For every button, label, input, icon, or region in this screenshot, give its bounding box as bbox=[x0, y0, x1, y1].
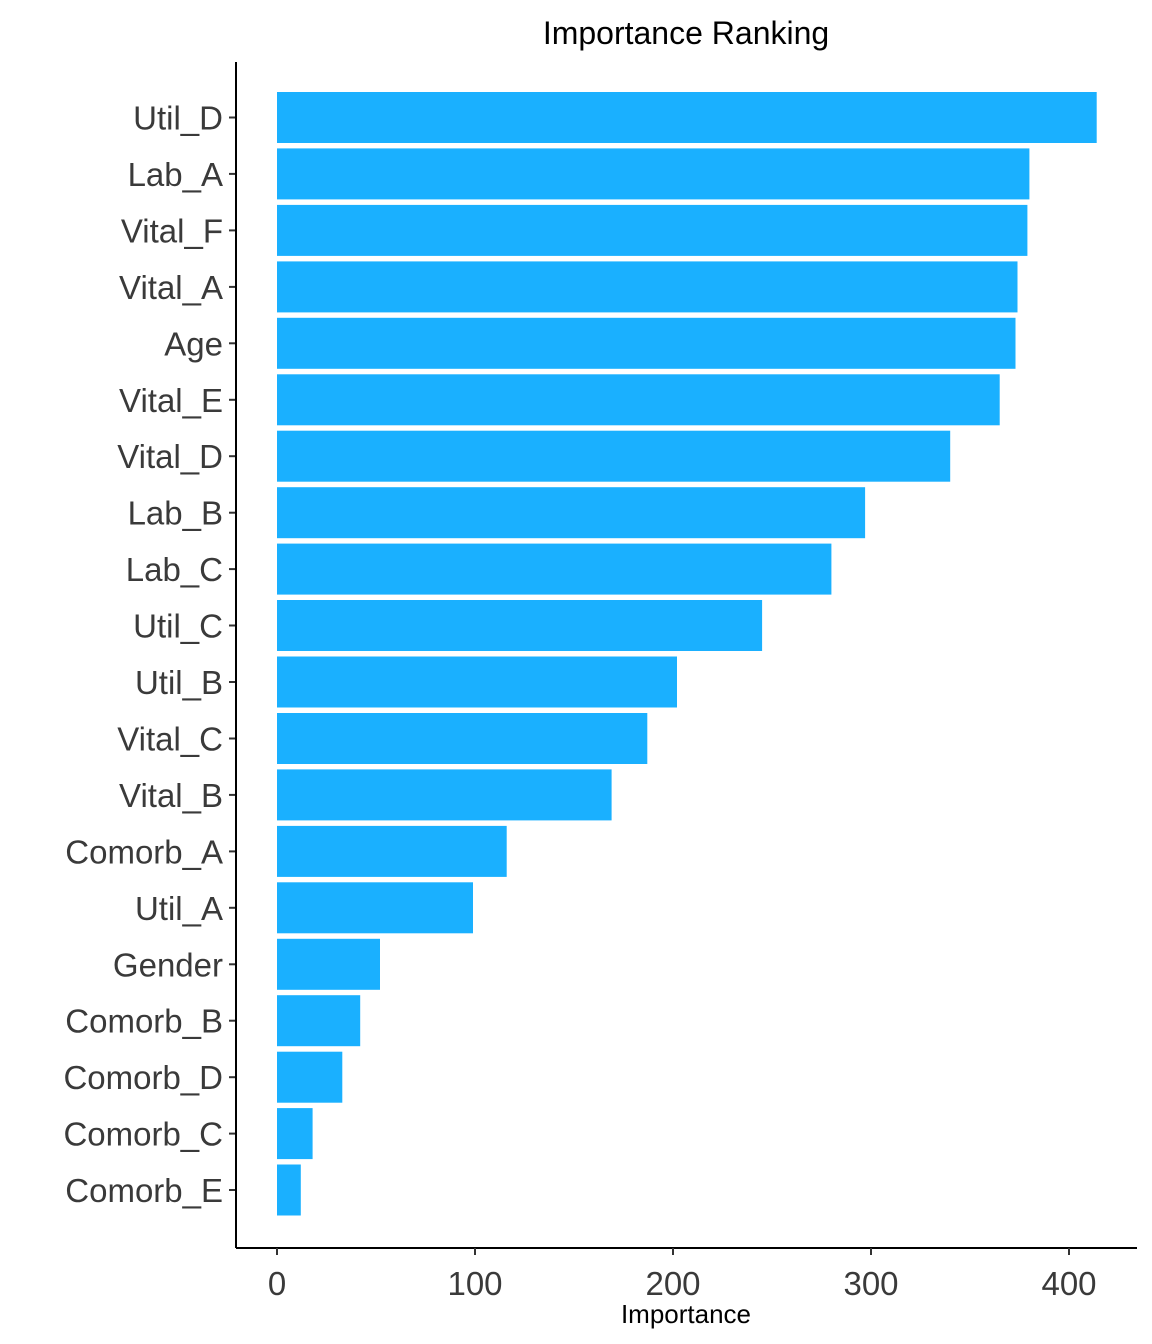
bar-age bbox=[277, 317, 1016, 369]
bar-lab-b bbox=[277, 487, 866, 539]
bar-comorb-b bbox=[277, 995, 361, 1047]
bar-lab-a bbox=[277, 148, 1030, 200]
y-tick-label: Vital_A bbox=[119, 269, 223, 306]
y-tick-label: Comorb_B bbox=[65, 1003, 223, 1040]
y-tick-label: Comorb_C bbox=[63, 1116, 223, 1153]
bar-comorb-c bbox=[277, 1108, 313, 1160]
bar-comorb-e bbox=[277, 1164, 301, 1216]
bar-util-d bbox=[277, 92, 1097, 143]
bar-vital-a bbox=[277, 261, 1018, 313]
y-tick-label: Lab_A bbox=[128, 156, 223, 193]
bar-vital-b bbox=[277, 769, 612, 821]
y-tick-label: Vital_E bbox=[119, 382, 223, 419]
bar-vital-d bbox=[277, 430, 951, 482]
chart-title: Importance Ranking bbox=[543, 15, 829, 51]
bar-util-a bbox=[277, 882, 473, 934]
y-tick-label: Util_A bbox=[135, 890, 223, 927]
bar-comorb-a bbox=[277, 825, 507, 877]
bar-vital-e bbox=[277, 374, 1000, 426]
bar-vital-f bbox=[277, 204, 1028, 256]
y-tick-label: Comorb_E bbox=[65, 1172, 223, 1209]
y-tick-label: Lab_B bbox=[128, 495, 223, 532]
x-axis: 0 100 200 300 400 bbox=[236, 1247, 1137, 1302]
x-tick-label: 400 bbox=[1041, 1265, 1096, 1302]
bar-comorb-d bbox=[277, 1051, 343, 1103]
bars-layer bbox=[277, 92, 1097, 1216]
y-tick-label: Comorb_D bbox=[63, 1059, 223, 1096]
y-axis: Util_D Lab_A Vital_F Vital_A Age Vital_E Vital… bbox=[63, 62, 237, 1248]
x-tick-label: 300 bbox=[843, 1265, 898, 1302]
y-tick-label: Vital_D bbox=[117, 438, 223, 475]
y-tick-label: Util_B bbox=[135, 664, 223, 701]
bar-gender bbox=[277, 938, 380, 990]
y-tick-label: Age bbox=[164, 325, 223, 362]
bar-lab-c bbox=[277, 543, 832, 595]
bar-util-b bbox=[277, 656, 677, 708]
bar-util-c bbox=[277, 600, 763, 651]
y-tick-label: Vital_C bbox=[117, 721, 223, 758]
x-tick-label: 100 bbox=[447, 1265, 502, 1302]
x-tick-label: 0 bbox=[268, 1265, 286, 1302]
y-tick-label: Gender bbox=[113, 946, 223, 983]
y-tick-label: Vital_B bbox=[119, 777, 223, 814]
y-tick-label: Lab_C bbox=[126, 551, 223, 588]
x-axis-title: Importance bbox=[621, 1299, 751, 1329]
y-tick-label: Util_C bbox=[133, 608, 223, 645]
bar-vital-c bbox=[277, 713, 648, 764]
x-tick-label: 200 bbox=[645, 1265, 700, 1302]
y-tick-label: Comorb_A bbox=[65, 833, 223, 870]
y-tick-label: Util_D bbox=[133, 100, 223, 137]
y-tick-label: Vital_F bbox=[121, 212, 223, 249]
